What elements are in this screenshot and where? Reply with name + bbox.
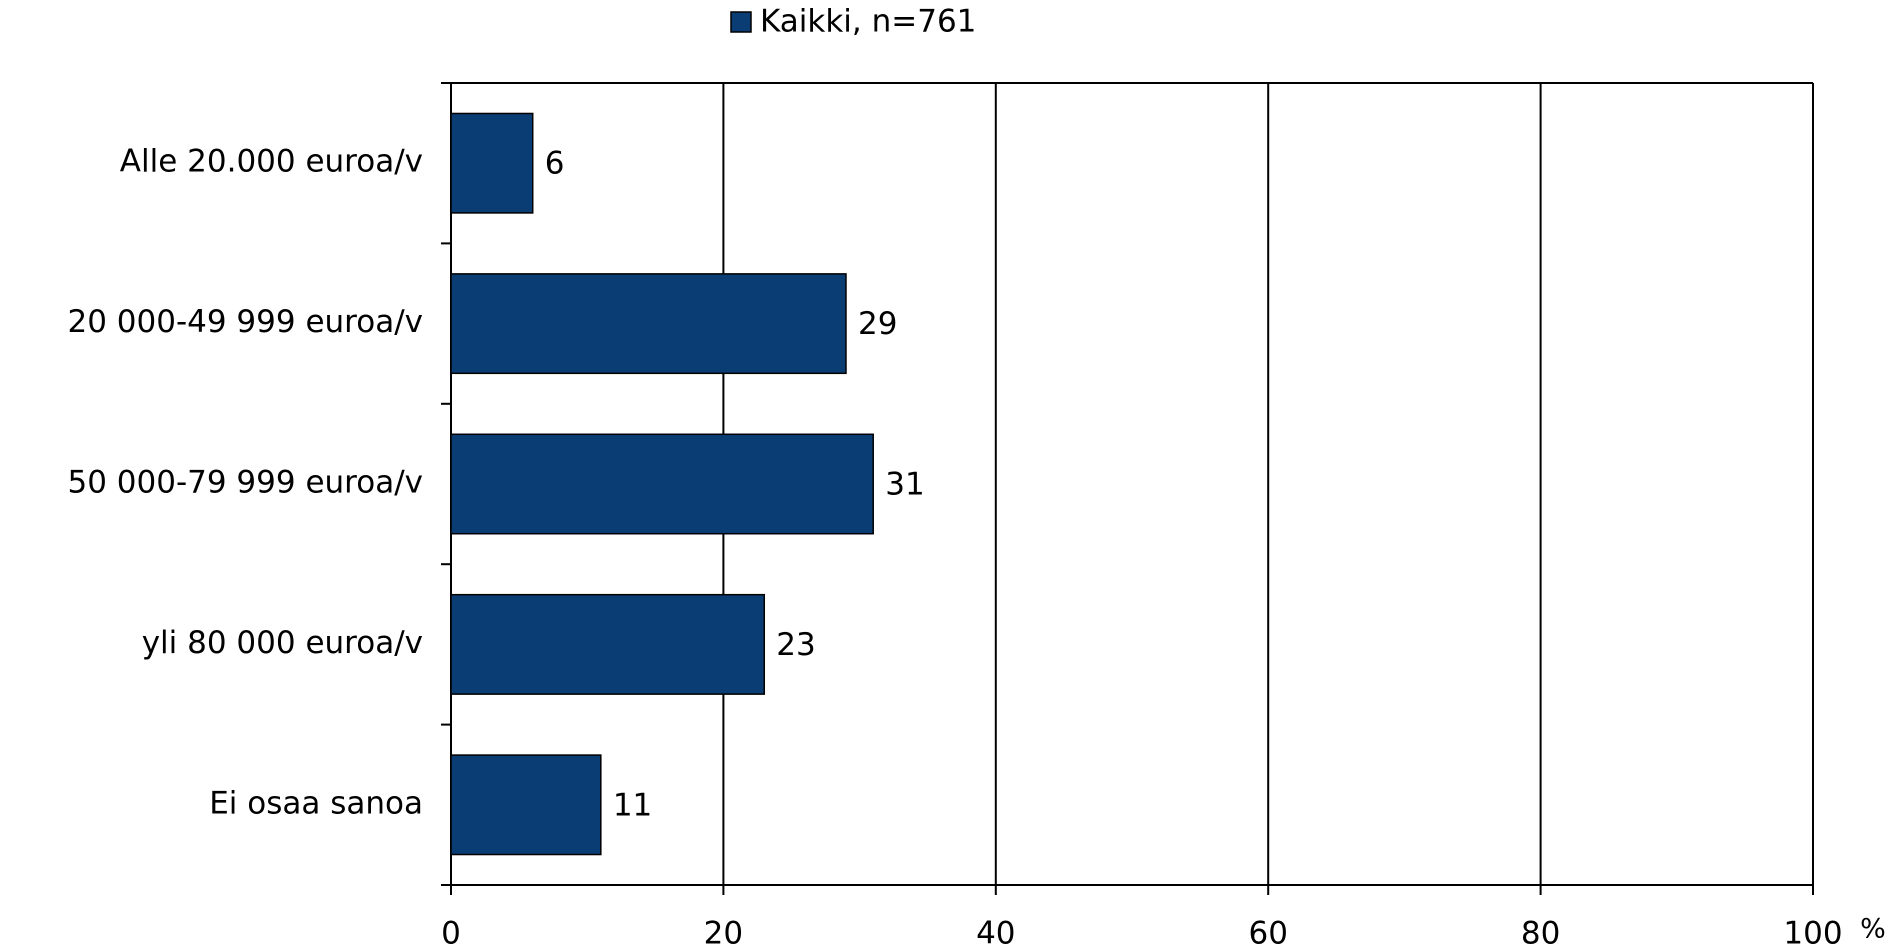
legend-label: Kaikki, n=761 — [760, 4, 976, 40]
x-tick-label: 20 — [704, 916, 743, 946]
data-label: 11 — [613, 787, 652, 823]
bar — [450, 433, 874, 535]
y-tick-label: 50 000-79 999 euroa/v — [67, 465, 423, 501]
x-tick-label: 0 — [441, 916, 461, 946]
legend-swatch — [730, 11, 752, 33]
x-tick-label: 100 — [1783, 916, 1842, 946]
bar — [450, 593, 766, 695]
bar — [450, 112, 534, 214]
x-tick-label: 60 — [1248, 916, 1287, 946]
y-tick-label: Ei osaa sanoa — [209, 785, 423, 821]
x-axis-label: % — [1860, 914, 1886, 945]
bar — [450, 754, 602, 856]
data-label: 23 — [776, 627, 815, 663]
bar — [450, 273, 847, 375]
y-tick-label: Alle 20.000 euroa/v — [120, 144, 423, 180]
x-tick-label: 80 — [1521, 916, 1560, 946]
x-tick-label: 40 — [976, 916, 1015, 946]
data-label: 6 — [545, 146, 565, 182]
y-tick-label: 20 000-49 999 euroa/v — [67, 304, 423, 340]
data-label: 31 — [885, 467, 924, 503]
data-label: 29 — [858, 306, 897, 342]
y-tick-label: yli 80 000 euroa/v — [142, 625, 423, 661]
